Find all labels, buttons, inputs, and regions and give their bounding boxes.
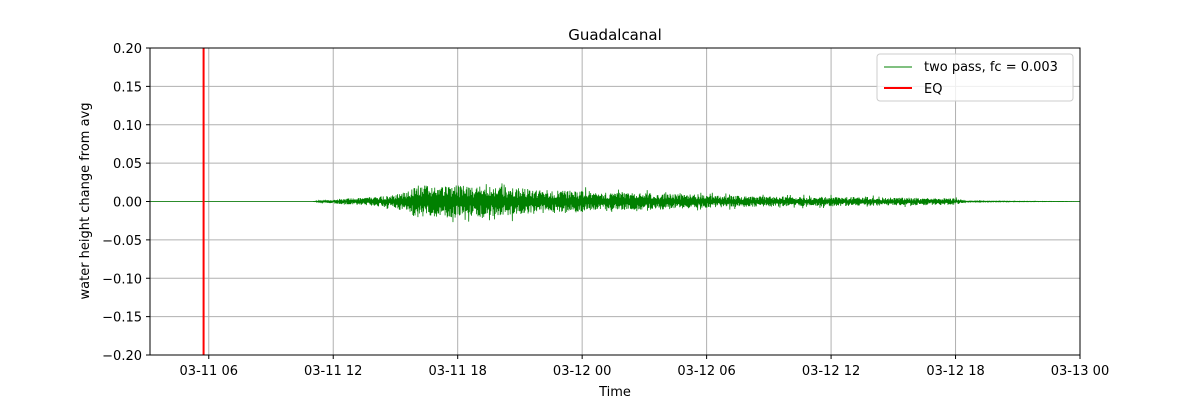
series-line-two-pass	[150, 183, 1080, 223]
y-tick-label: 0.05	[113, 157, 142, 172]
x-tick-label: 03-12 06	[677, 364, 735, 379]
x-tick-label: 03-12 12	[802, 364, 860, 379]
x-tick-label: 03-13 00	[1051, 364, 1109, 379]
x-axis: 03-11 06 03-11 12 03-11 18 03-12 00 03-12 06…	[180, 355, 1109, 379]
chart-title: Guadalcanal	[568, 26, 662, 44]
y-tick-label: 0.15	[113, 80, 142, 95]
y-tick-label: −0.15	[102, 311, 142, 326]
x-tick-label: 03-12 18	[926, 364, 984, 379]
y-tick-label: 0.20	[113, 42, 142, 57]
y-axis: 0.20 0.15 0.10 0.05 0.00 −0.05 −0.10 −0.15 −0.20	[102, 42, 150, 364]
legend-box	[876, 53, 1074, 102]
y-tick-label: 0.10	[113, 119, 142, 134]
x-tick-label: 03-11 06	[180, 364, 238, 379]
x-tick-label: 03-12 00	[553, 364, 611, 379]
y-tick-label: 0.00	[113, 196, 142, 211]
legend: two pass, fc = 0.003 EQ	[876, 53, 1074, 102]
y-axis-label: water height change from avg	[78, 102, 93, 299]
y-tick-label: −0.20	[102, 349, 142, 364]
y-tick-label: −0.10	[102, 272, 142, 287]
plot-area	[150, 48, 1080, 355]
y-tick-label: −0.05	[102, 234, 142, 249]
x-axis-label: Time	[598, 385, 631, 400]
x-tick-label: 03-11 12	[304, 364, 362, 379]
x-tick-label: 03-11 18	[428, 364, 486, 379]
legend-label-two-pass: two pass, fc = 0.003	[924, 60, 1058, 75]
legend-label-eq: EQ	[924, 82, 942, 97]
